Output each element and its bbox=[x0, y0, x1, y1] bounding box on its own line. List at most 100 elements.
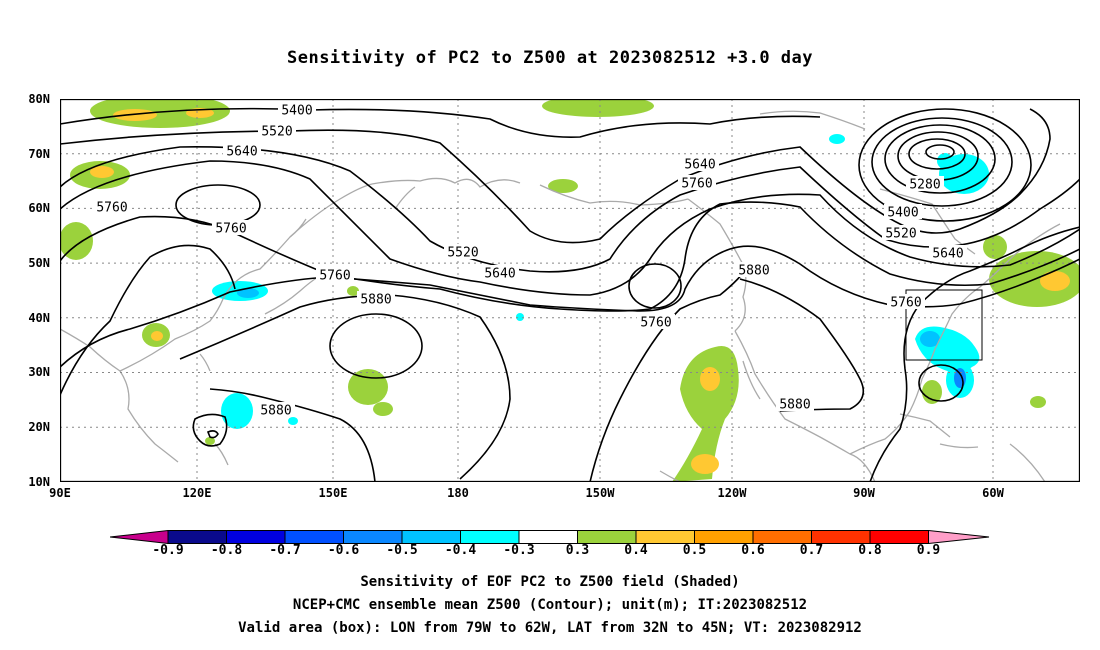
contour-label: 5640 bbox=[226, 145, 257, 160]
shade-positive bbox=[983, 235, 1007, 259]
colorbar-tick-label: -0.3 bbox=[503, 543, 535, 558]
colorbar-tick-label: 0.3 bbox=[565, 543, 590, 558]
shade-positive bbox=[347, 286, 359, 296]
colorbar-segment bbox=[869, 530, 929, 544]
contour-label: 5520 bbox=[447, 246, 478, 261]
contour-label: 5880 bbox=[360, 293, 391, 308]
colorbar-segment bbox=[694, 530, 754, 544]
colorbar-tick-label: -0.9 bbox=[152, 543, 184, 558]
colorbar-segment bbox=[811, 530, 871, 544]
contour-label: 5640 bbox=[932, 247, 963, 262]
contour-label-bg bbox=[929, 245, 967, 260]
contour-label: 5760 bbox=[215, 222, 246, 237]
shade-negative bbox=[288, 417, 298, 425]
contour-label-bg bbox=[681, 156, 719, 171]
shade-negative bbox=[829, 134, 845, 144]
shade-positive bbox=[151, 331, 163, 341]
colorbar-segment bbox=[577, 530, 637, 544]
contour-label-bg bbox=[882, 225, 920, 240]
colorbar-tick-label: 0.7 bbox=[799, 543, 824, 558]
shade-positive bbox=[700, 367, 720, 391]
colorbar-tick-label: 0.6 bbox=[741, 543, 765, 558]
colorbar-segment bbox=[752, 530, 812, 544]
lat-label-70n: 70N bbox=[28, 147, 50, 161]
contour-label-bg bbox=[258, 123, 296, 138]
lon-label-120w: 120W bbox=[717, 486, 747, 500]
colorbar-tick-label: -0.6 bbox=[327, 543, 360, 558]
map-frame bbox=[60, 99, 1080, 482]
lon-label-180: 180 bbox=[447, 486, 469, 500]
contour-label: 5760 bbox=[319, 269, 350, 284]
contour-label: 5760 bbox=[640, 316, 671, 331]
contour-label-bg bbox=[357, 291, 395, 306]
contour-line bbox=[329, 313, 423, 379]
lat-label-10n: 10N bbox=[28, 475, 50, 489]
contour-label-bg bbox=[257, 402, 295, 417]
contour-label-bg bbox=[735, 262, 773, 277]
colorbar-high-extension bbox=[928, 530, 990, 544]
colorbar bbox=[110, 530, 990, 544]
shade-negative bbox=[920, 331, 940, 347]
plot-title: Sensitivity of PC2 to Z500 at 2023082512… bbox=[286, 48, 813, 68]
contour-label: 5760 bbox=[681, 177, 712, 192]
lat-label-20n: 20N bbox=[28, 420, 50, 434]
colorbar-tick-label: 0.4 bbox=[624, 543, 648, 558]
shade-negative bbox=[237, 288, 259, 298]
contour-label-bg bbox=[444, 244, 482, 259]
colorbar-segment bbox=[518, 530, 578, 544]
contour-label: 5760 bbox=[890, 296, 921, 311]
contour-line bbox=[192, 413, 228, 447]
contour-line bbox=[60, 160, 1080, 296]
shade-positive bbox=[691, 454, 719, 474]
contour-label-bg bbox=[884, 204, 922, 219]
lat-label-50n: 50N bbox=[28, 256, 50, 270]
colorbar-tick-label: 0.5 bbox=[682, 543, 707, 558]
contour-label: 5280 bbox=[909, 178, 940, 193]
contour-line bbox=[739, 278, 865, 412]
contour-line bbox=[918, 364, 964, 402]
shade-positive bbox=[90, 166, 114, 178]
shade-positive bbox=[1040, 271, 1070, 291]
shade-positive bbox=[672, 345, 739, 482]
colorbar-segment bbox=[226, 530, 286, 544]
contour-line bbox=[60, 245, 1080, 368]
contour-labels: 5400 5520 5640 5760 5760 5520 5640 5760 5880 5760… bbox=[93, 102, 967, 419]
contour-line bbox=[209, 388, 376, 482]
contour-line bbox=[179, 294, 511, 480]
contour-label-bg bbox=[678, 175, 716, 190]
z500-contours bbox=[60, 107, 1080, 482]
contour-label-bg bbox=[93, 199, 131, 214]
map-panel: 5400 5520 5640 5760 5760 5520 5640 5760 5880 5760… bbox=[60, 99, 1080, 482]
contour-label-bg bbox=[223, 143, 261, 158]
caption-line-1: Sensitivity of EOF PC2 to Z500 field (Sh… bbox=[360, 574, 740, 590]
contour-label-bg bbox=[316, 267, 354, 282]
contour-label: 5880 bbox=[260, 404, 291, 419]
colorbar-tick-label: -0.8 bbox=[210, 543, 243, 558]
shade-negative bbox=[516, 313, 524, 321]
contour-line bbox=[871, 117, 1013, 207]
caption-line-3: Valid area (box): LON from 79W to 62W, L… bbox=[238, 620, 862, 636]
lat-label-30n: 30N bbox=[28, 365, 50, 379]
contour-label-bg bbox=[481, 265, 519, 280]
contour-label: 5880 bbox=[738, 264, 769, 279]
contour-label: 5760 bbox=[96, 201, 127, 216]
contour-label: 5400 bbox=[281, 104, 312, 119]
contour-line bbox=[60, 107, 821, 138]
lon-label-60w: 60W bbox=[982, 486, 1004, 500]
shade-positive bbox=[113, 109, 157, 121]
contour-label: 5880 bbox=[779, 398, 810, 413]
lon-label-120e: 120E bbox=[182, 486, 212, 500]
shade-positive bbox=[60, 222, 93, 260]
contour-label-bg bbox=[887, 294, 925, 309]
colorbar-tick-label: 0.8 bbox=[858, 543, 882, 558]
contour-label-bg bbox=[212, 220, 250, 235]
contour-line bbox=[175, 184, 261, 226]
colorbar-segment bbox=[167, 530, 227, 544]
shade-positive bbox=[90, 99, 230, 128]
valid-area-box bbox=[905, 289, 983, 361]
lat-label-60n: 60N bbox=[28, 201, 50, 215]
colorbar-segment bbox=[401, 530, 461, 544]
shade-positive bbox=[373, 402, 393, 416]
contour-label-bg bbox=[906, 176, 944, 191]
lon-label-90w: 90W bbox=[853, 486, 875, 500]
